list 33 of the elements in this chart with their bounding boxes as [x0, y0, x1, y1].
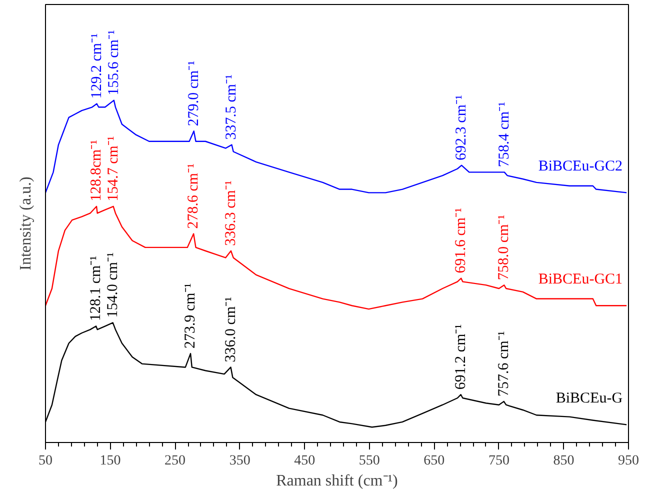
series-label: BiBCEu-GC2 [538, 158, 623, 175]
annotation: 154.7 cm⁻¹ [105, 136, 122, 202]
x-tick-label: 850 [553, 454, 574, 468]
annotation: 278.6 cm⁻¹ [186, 163, 202, 229]
annotation: 692.3 cm⁻¹ [454, 95, 470, 160]
annotation: 273.9 cm⁻¹ [182, 283, 199, 349]
annotation: 336.3 cm⁻¹ [222, 180, 239, 246]
x-tick-label: 250 [164, 454, 186, 468]
annotation: 279.0 cm⁻¹ [186, 60, 202, 126]
x-tick-label: 150 [100, 454, 121, 468]
annotation: 758.4 cm⁻¹ [496, 102, 512, 168]
annotation: 336.0 cm⁻¹ [222, 296, 239, 362]
annotation: 128.8cm⁻¹ [88, 140, 105, 202]
series-label: BiBCEu-G [556, 390, 623, 407]
annotation: 128.1 cm⁻¹ [88, 256, 104, 322]
x-tick-label: 950 [618, 454, 639, 468]
x-tick-label: 350 [229, 454, 250, 468]
annotation: 691.6 cm⁻¹ [453, 208, 470, 274]
annotation: 758.0 cm⁻¹ [496, 214, 512, 280]
y-axis-title: Intensity (a.u.) [18, 176, 34, 270]
annotation: 757.6 cm⁻¹ [496, 331, 512, 396]
x-tick-label: 550 [358, 454, 380, 468]
x-tick-label: 750 [488, 454, 510, 468]
x-tick-label: 650 [424, 454, 445, 468]
annotation: 691.2 cm⁻¹ [452, 324, 469, 390]
x-tick-label: 50 [38, 454, 52, 468]
x-axis-title: Raman shift (cm⁻¹) [276, 472, 398, 490]
annotation: 155.6 cm⁻¹ [106, 30, 122, 96]
annotation: 337.5 cm⁻¹ [224, 74, 240, 140]
annotation: 129.2 cm⁻¹ [88, 33, 105, 99]
annotation: 154.0 cm⁻¹ [104, 252, 121, 318]
x-tick-label: 450 [294, 454, 316, 468]
series-label: BiBCEu-GC1 [538, 272, 623, 288]
